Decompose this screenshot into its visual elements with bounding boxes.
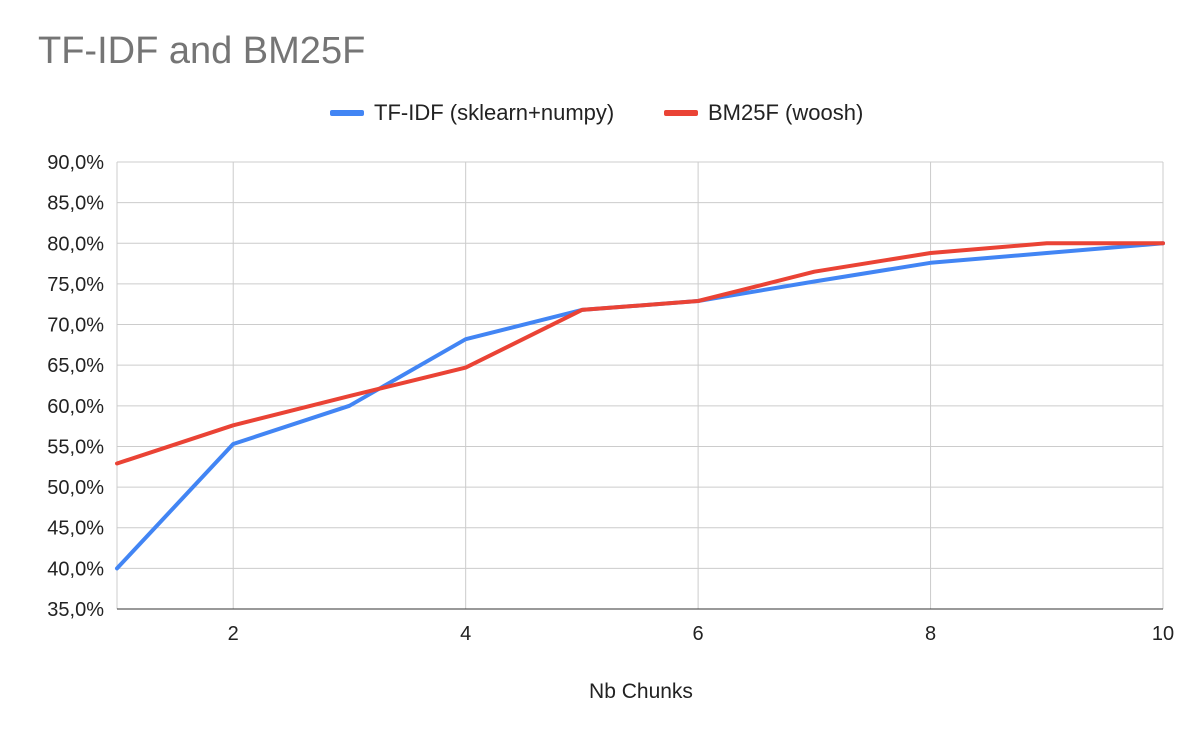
x-axis-label: Nb Chunks xyxy=(589,680,693,703)
chart-legend: TF-IDF (sklearn+numpy) BM25F (woosh) xyxy=(0,100,1200,128)
legend-label-tfidf: TF-IDF (sklearn+numpy) xyxy=(374,100,615,125)
y-tick-label: 40,0% xyxy=(47,558,104,580)
series-line-bm25f xyxy=(115,241,1165,466)
legend-swatch-bm25f xyxy=(664,110,698,116)
y-tick-label: 70,0% xyxy=(47,315,104,337)
legend-swatch-tfidf xyxy=(330,110,364,116)
x-tick-label: 6 xyxy=(693,623,704,645)
x-tick-label: 10 xyxy=(1152,623,1174,645)
y-tick-label: 45,0% xyxy=(47,518,104,540)
y-tick-label: 80,0% xyxy=(47,233,104,255)
y-tick-label: 65,0% xyxy=(47,355,104,377)
legend-item-bm25f: BM25F (woosh) xyxy=(664,100,863,126)
legend-item-tfidf: TF-IDF (sklearn+numpy) xyxy=(330,100,614,126)
y-tick-label: 85,0% xyxy=(47,193,104,215)
y-tick-label: 90,0% xyxy=(47,152,104,174)
legend-label-bm25f: BM25F (woosh) xyxy=(708,100,864,125)
y-tick-label: 75,0% xyxy=(47,274,104,296)
y-tick-label: 35,0% xyxy=(47,599,104,621)
x-tick-label: 4 xyxy=(460,623,471,645)
x-tick-label: 2 xyxy=(228,623,239,645)
y-tick-label: 55,0% xyxy=(47,436,104,458)
x-tick-label: 8 xyxy=(925,623,936,645)
chart-title: TF-IDF and BM25F xyxy=(38,30,366,72)
y-tick-label: 50,0% xyxy=(47,477,104,499)
y-tick-label: 60,0% xyxy=(47,396,104,418)
